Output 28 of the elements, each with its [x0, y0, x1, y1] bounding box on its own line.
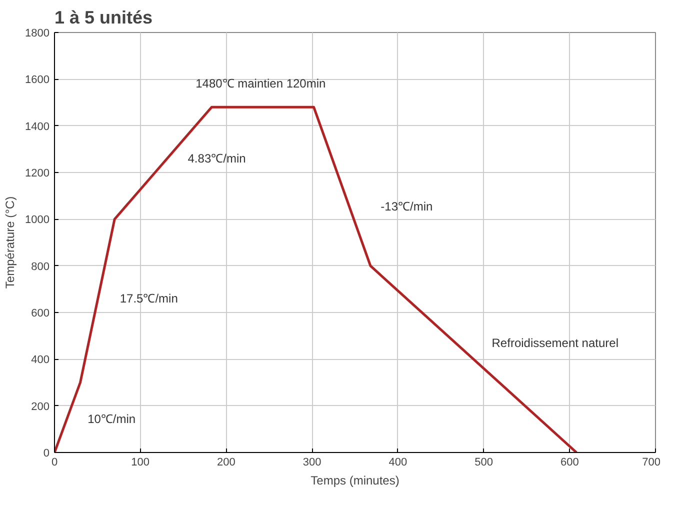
y-tick-label: 200 [31, 400, 50, 413]
annotation: 17.5℃/min [120, 291, 178, 306]
y-tick-label: 400 [31, 354, 50, 366]
y-axis-title: Température (°C) [3, 196, 18, 289]
x-tick-label: 500 [474, 456, 493, 468]
y-tick-label: 1600 [25, 74, 50, 86]
chart-title: 1 à 5 unités [54, 8, 153, 28]
x-tick-label: 300 [302, 456, 322, 468]
x-axis-title: Temps (minutes) [310, 474, 400, 488]
x-tick-label: 400 [388, 456, 408, 468]
y-tick-label: 1000 [25, 214, 50, 226]
annotation: Refroidissement naturel [492, 336, 619, 350]
annotation: 10℃/min [88, 412, 136, 426]
y-tick-label: 0 [43, 448, 50, 460]
x-tick-label: 200 [217, 456, 236, 468]
x-tick-label: 700 [642, 456, 661, 468]
annotation: -13℃/min [380, 199, 433, 214]
annotation: 4.83℃/min [188, 152, 246, 166]
y-tick-label: 600 [31, 308, 50, 320]
line-series [54, 106, 578, 452]
x-tick-label: 600 [560, 456, 579, 468]
x-tick-label: 0 [51, 456, 58, 468]
x-tick-label: 100 [131, 456, 150, 468]
y-tick-label: 1400 [25, 120, 50, 133]
y-tick-label: 1200 [25, 168, 50, 180]
y-tick-label: 1800 [25, 28, 50, 40]
annotation: 1480℃ maintien 120min [196, 76, 326, 91]
y-tick-label: 800 [31, 260, 50, 273]
